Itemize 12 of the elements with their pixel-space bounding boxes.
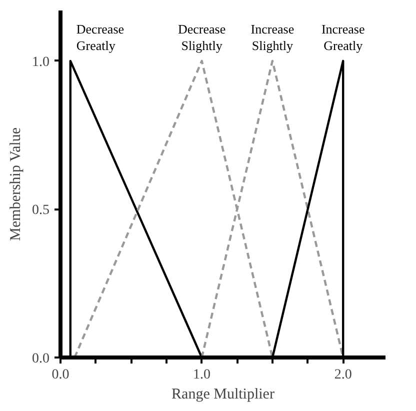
series-label: Decrease Slightly <box>178 21 226 53</box>
x-tick-label: 1.0 <box>193 368 211 382</box>
y-tick-label: 0.5 <box>32 203 50 218</box>
y-tick-label: 1.0 <box>32 54 50 70</box>
x-axis-title: Range Multiplier <box>172 386 274 402</box>
x-tick-label: 2.0 <box>334 368 352 382</box>
x-tick-label: 0.0 <box>52 368 70 382</box>
y-tick-label: 0.0 <box>32 352 50 366</box>
series-label: Decrease Greatly <box>76 21 124 53</box>
y-axis-title: Membership Value <box>8 127 24 241</box>
series-label: Increase Greatly <box>321 21 365 53</box>
series-label: Increase Slightly <box>250 21 294 53</box>
